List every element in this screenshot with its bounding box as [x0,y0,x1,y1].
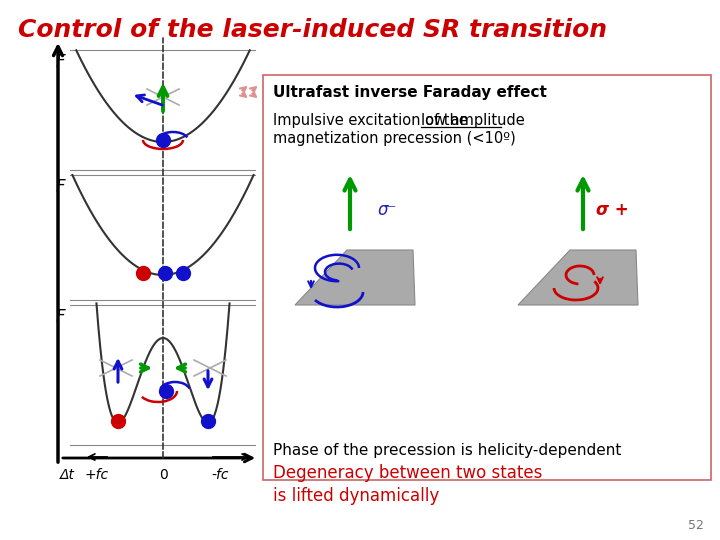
Text: σ⁻: σ⁻ [377,201,396,219]
Polygon shape [518,250,638,305]
Text: Impulsive excitation of the: Impulsive excitation of the [273,113,472,128]
Text: 0: 0 [158,468,167,482]
Polygon shape [295,250,415,305]
Bar [263,75,711,480]
Text: F: F [55,178,65,196]
Text: -fᴄ: -fᴄ [211,468,228,482]
Text: F: F [55,308,65,326]
Text: σ +: σ + [596,201,629,219]
Text: magnetization precession (<10º): magnetization precession (<10º) [273,131,516,146]
Text: is lifted dynamically: is lifted dynamically [273,487,439,505]
Text: low amplitude: low amplitude [421,113,525,128]
Text: Degeneracy between two states: Degeneracy between two states [273,464,542,482]
Text: Control of the laser-induced SR transition: Control of the laser-induced SR transiti… [18,18,607,42]
Text: Ultrafast inverse Faraday effect: Ultrafast inverse Faraday effect [273,85,547,100]
Text: 52: 52 [688,519,704,532]
Text: +fᴄ: +fᴄ [85,468,109,482]
Text: F: F [55,53,65,71]
Text: Phase of the precession is helicity-dependent: Phase of the precession is helicity-depe… [273,443,621,458]
Text: Δt: Δt [60,468,75,482]
